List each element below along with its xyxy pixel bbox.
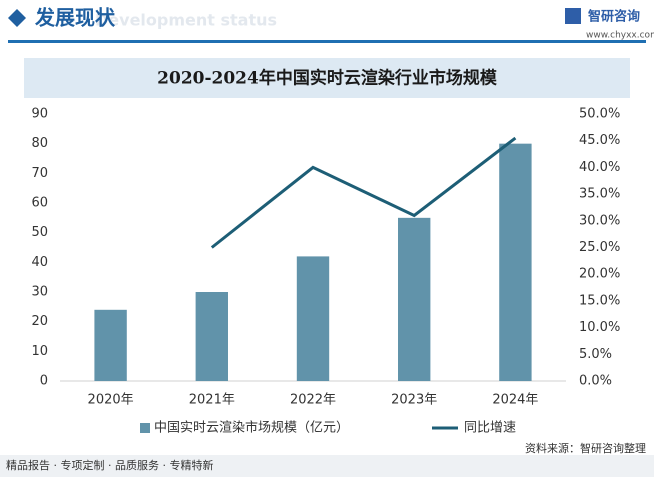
legend-label: 中国实时云渲染市场规模（亿元） (154, 420, 349, 436)
y-tick-label: 60 (31, 196, 48, 211)
y-tick-label: 10 (31, 344, 48, 359)
brand-name: 智研咨询 (588, 9, 640, 25)
header-icon (8, 9, 26, 27)
footer-bar (0, 455, 654, 477)
y2-tick-label: 30.0% (579, 213, 620, 228)
y2-tick-label: 25.0% (579, 240, 620, 255)
x-tick-label: 2020年 (88, 393, 134, 408)
bar (195, 292, 228, 381)
y-tick-label: 0 (40, 374, 48, 389)
bar (296, 256, 330, 381)
y-tick-label: 50 (31, 225, 48, 240)
x-tick-label: 2023年 (391, 393, 437, 408)
brand-url: www.chyxx.com (586, 31, 654, 41)
y2-tick-label: 35.0% (579, 187, 620, 202)
y2-tick-label: 50.0% (579, 107, 620, 122)
y2-tick-label: 20.0% (579, 267, 620, 282)
legend-swatch (140, 423, 150, 433)
x-tick-label: 2022年 (290, 393, 336, 408)
footer-source: 资料来源：智研咨询整理 (525, 441, 646, 455)
chart-title-box (24, 58, 630, 98)
bar (94, 309, 127, 381)
y-tick-label: 70 (31, 166, 48, 181)
legend-label: 同比增速 (464, 421, 516, 436)
bar (398, 217, 431, 381)
footer-left: 精品报告 · 专项定制 · 品质服务 · 专精特新 (6, 458, 213, 472)
y-tick-label: 80 (31, 136, 48, 151)
x-tick-label: 2021年 (189, 393, 235, 408)
header-title: 发展现状 (34, 6, 116, 30)
y2-tick-label: 15.0% (579, 293, 620, 308)
y2-tick-label: 0.0% (579, 374, 612, 389)
brand-logo (565, 8, 581, 24)
x-tick-label: 2024年 (492, 393, 538, 408)
y2-tick-label: 10.0% (579, 320, 620, 335)
line (210, 136, 517, 249)
y2-tick-label: 40.0% (579, 160, 620, 175)
header-subtitle: Development status (95, 11, 277, 30)
y-tick-label: 90 (31, 107, 48, 122)
y-tick-label: 20 (31, 314, 48, 329)
chart-title: 2020-2024年中国实时云渲染行业市场规模 (157, 68, 498, 89)
header-rule (8, 40, 646, 43)
y2-tick-label: 45.0% (579, 133, 620, 148)
bar (499, 143, 532, 381)
y2-tick-label: 5.0% (579, 347, 612, 362)
y-tick-label: 40 (31, 255, 48, 270)
y-tick-label: 30 (31, 285, 48, 300)
